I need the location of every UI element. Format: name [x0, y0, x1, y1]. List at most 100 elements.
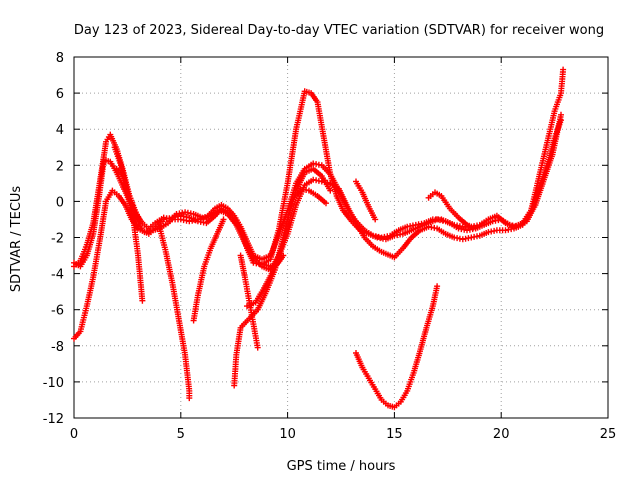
data-point — [378, 233, 391, 241]
data-point — [224, 211, 238, 227]
data-point — [506, 221, 519, 230]
y-tick-label: -10 — [43, 376, 64, 391]
data-point — [387, 228, 400, 239]
grid — [74, 57, 608, 418]
data-point — [113, 165, 125, 178]
data-point — [201, 247, 213, 270]
data-point — [224, 205, 236, 217]
data-point — [267, 262, 278, 270]
data-point — [237, 252, 248, 278]
data-point — [438, 193, 452, 210]
data-point — [370, 243, 383, 254]
data-point — [459, 235, 472, 243]
data-point — [175, 315, 188, 356]
data-point — [372, 216, 379, 223]
data-point — [446, 220, 460, 231]
data-point — [96, 200, 109, 245]
data-point — [365, 203, 378, 221]
data-point — [353, 350, 365, 369]
data-point — [310, 176, 322, 184]
y-tick-label: -8 — [51, 340, 64, 355]
data-point — [278, 218, 291, 252]
data-point — [169, 279, 182, 320]
data-point — [404, 222, 416, 230]
data-point — [284, 204, 299, 237]
data-point — [231, 354, 240, 389]
x-tick-label: 15 — [386, 427, 403, 442]
data-point — [359, 364, 371, 380]
data-point — [434, 283, 441, 290]
data-point — [558, 69, 566, 97]
data-point — [540, 153, 555, 183]
data-point — [318, 162, 332, 176]
data-point — [162, 248, 175, 284]
data-point — [241, 274, 252, 302]
series-track-11 — [261, 252, 287, 270]
data-point — [425, 191, 436, 201]
data-point — [536, 137, 551, 178]
series-track-10 — [237, 252, 261, 351]
data-point — [212, 203, 223, 212]
data-point — [237, 317, 251, 331]
data-point — [135, 252, 146, 302]
data-point — [293, 90, 308, 133]
data-point — [165, 212, 178, 227]
data-point — [77, 305, 90, 335]
data-point — [365, 375, 377, 390]
data-point — [261, 261, 272, 269]
data-point — [173, 209, 186, 217]
x-tick-label: 25 — [600, 427, 617, 442]
data-point — [132, 209, 143, 222]
data-point — [259, 253, 272, 263]
y-tick-label: 8 — [56, 51, 64, 66]
data-point — [297, 185, 310, 193]
data-point — [301, 178, 315, 189]
data-point — [141, 227, 154, 236]
data-point — [194, 265, 207, 299]
data-point — [397, 390, 409, 405]
data-point — [410, 350, 423, 376]
data-point — [361, 227, 374, 238]
data-point — [237, 223, 250, 242]
data-point — [207, 208, 221, 219]
data-point — [103, 189, 115, 205]
data-point — [370, 232, 382, 240]
data-point — [254, 290, 269, 313]
data-point — [267, 233, 282, 259]
data-point — [429, 216, 442, 223]
data-point — [139, 220, 150, 230]
data-point — [177, 212, 190, 220]
data-point — [417, 326, 429, 355]
data-point — [122, 202, 134, 221]
data-point — [252, 287, 266, 306]
axis-ticks — [73, 56, 609, 419]
data-point — [464, 221, 477, 231]
data-point — [306, 187, 319, 198]
data-point — [549, 114, 564, 158]
data-point — [186, 395, 193, 402]
data-point — [560, 66, 567, 73]
data-point — [314, 193, 328, 205]
data-point — [412, 220, 425, 228]
y-tick-labels: 8 6 4 2 0 -2 -4 -6 -8 -10 -12 — [43, 51, 64, 427]
data-point — [323, 200, 329, 207]
y-tick-label: 4 — [56, 123, 64, 138]
data-point — [115, 193, 127, 207]
data-point — [425, 223, 438, 231]
data-point — [498, 216, 511, 227]
data-point — [284, 128, 299, 187]
data-point — [481, 219, 494, 228]
data-point — [359, 189, 371, 208]
data-point — [485, 227, 498, 236]
data-point — [442, 230, 456, 240]
data-point — [156, 223, 169, 253]
data-point — [139, 297, 146, 304]
data-point — [391, 247, 405, 261]
series-track-12 — [353, 283, 441, 411]
data-point — [333, 193, 346, 212]
data-point — [408, 228, 422, 241]
data-point — [408, 224, 421, 234]
data-point — [250, 321, 261, 349]
data-point — [387, 252, 396, 260]
data-point — [186, 217, 198, 225]
